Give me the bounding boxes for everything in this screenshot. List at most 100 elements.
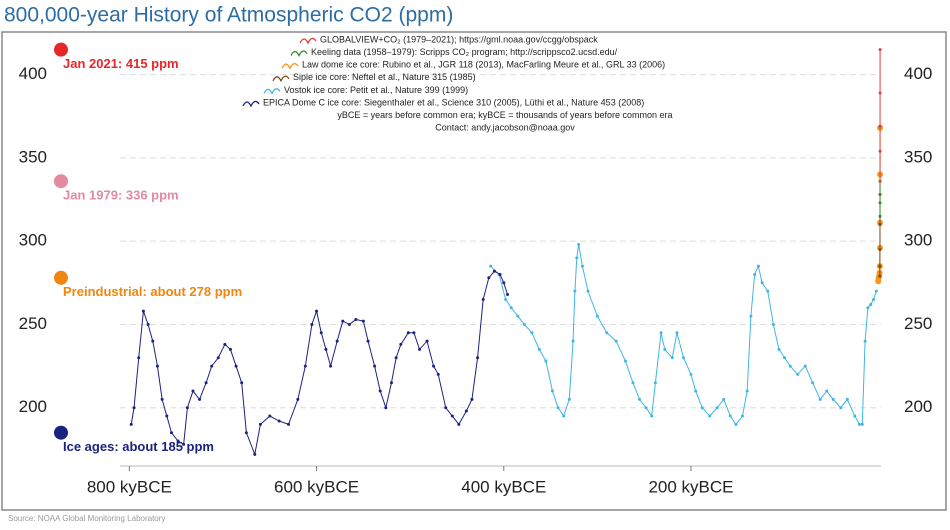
annotation-marker: [54, 425, 68, 440]
legend-label: GLOBALVIEW+CO₂ (1979–2021); https://gml.…: [320, 34, 598, 44]
legend-icon: [290, 50, 308, 58]
data-point: [753, 272, 757, 276]
series-line: [490, 244, 877, 426]
data-point: [650, 414, 654, 418]
data-point: [631, 381, 635, 385]
data-point: [537, 347, 541, 351]
data-point: [492, 269, 496, 273]
x-tick-label: 200 kyBCE: [648, 477, 733, 496]
data-point: [204, 381, 208, 385]
data-point: [756, 264, 760, 268]
annotation-label: Preindustrial: about 278 ppm: [63, 284, 242, 299]
data-point: [771, 322, 775, 326]
data-point: [766, 289, 770, 293]
data-point: [347, 322, 351, 326]
data-point: [614, 339, 618, 343]
data-point: [818, 397, 822, 401]
data-point: [310, 322, 314, 326]
data-point: [556, 406, 560, 410]
data-point: [516, 314, 520, 318]
note: yBCE = years before common era; kyBCE = …: [337, 110, 672, 120]
y-tick-label: 350: [19, 147, 47, 166]
data-point: [394, 356, 398, 360]
data-point: [389, 381, 393, 385]
data-point: [210, 364, 214, 368]
data-point: [185, 406, 189, 410]
data-point: [878, 149, 882, 153]
y-tick-label: 250: [19, 314, 47, 333]
data-point: [857, 422, 861, 426]
data-point: [580, 264, 584, 268]
data-point: [878, 274, 882, 278]
legend-icon: [281, 63, 299, 70]
data-point: [129, 422, 133, 426]
data-point: [689, 372, 693, 376]
data-point: [303, 364, 307, 368]
data-point: [866, 306, 870, 310]
data-point: [498, 272, 502, 276]
data-point: [675, 331, 679, 335]
source: Source: NOAA Global Monitoring Laborator…: [8, 514, 165, 523]
legend-label: Vostok ice core: Petit et al., Nature 39…: [284, 85, 468, 95]
data-point: [878, 179, 882, 183]
x-tick-label: 600 kyBCE: [274, 477, 359, 496]
annotation-label: Jan 1979: 336 ppm: [63, 188, 179, 203]
data-point: [506, 292, 510, 296]
data-point: [571, 339, 575, 343]
data-point: [146, 322, 150, 326]
legend-label: Siple ice core: Neftel et al., Nature 31…: [293, 72, 476, 82]
data-point: [562, 414, 566, 418]
y-tick-label: 400: [19, 64, 47, 83]
data-point: [872, 297, 876, 301]
data-point: [878, 48, 882, 52]
data-point: [878, 264, 882, 268]
data-point: [457, 422, 461, 426]
data-point: [240, 381, 244, 385]
legend-icon: [263, 88, 281, 95]
data-point: [681, 356, 685, 360]
data-point: [406, 331, 410, 335]
data-point: [296, 397, 300, 401]
data-point: [378, 389, 382, 393]
chart-title: 800,000-year History of Atmospheric CO2 …: [4, 4, 453, 27]
data-point: [324, 347, 328, 351]
data-point: [191, 389, 195, 393]
note: Contact: andy.jacobson@noaa.gov: [435, 123, 575, 133]
data-point: [825, 389, 829, 393]
data-point: [845, 397, 849, 401]
data-point: [734, 422, 738, 426]
data-point: [878, 201, 882, 205]
data-point: [384, 406, 388, 410]
data-point: [169, 431, 173, 435]
data-point: [874, 289, 878, 293]
data-point: [244, 431, 248, 435]
data-point: [567, 397, 571, 401]
frame: [1, 31, 947, 511]
data-point: [623, 359, 627, 363]
legend-label: Law dome ice core: Rubino et al., JGR 11…: [302, 60, 665, 70]
data-point: [286, 422, 290, 426]
data-point: [749, 314, 753, 318]
data-point: [863, 339, 867, 343]
data-point: [432, 364, 436, 368]
data-point: [489, 264, 493, 268]
data-point: [425, 339, 429, 343]
data-point: [728, 414, 732, 418]
data-point: [722, 397, 726, 401]
data-point: [329, 364, 333, 368]
data-point: [700, 406, 704, 410]
data-point: [341, 319, 345, 323]
data-point: [522, 322, 526, 326]
data-point: [853, 414, 857, 418]
data-point: [366, 339, 370, 343]
data-point: [869, 302, 873, 306]
data-point: [450, 414, 454, 418]
data-point: [694, 389, 698, 393]
data-point: [811, 381, 815, 385]
annotation-marker: [54, 270, 68, 285]
data-point: [670, 356, 674, 360]
data-point: [234, 364, 238, 368]
legend-label: EPICA Dome C ice core: Siegenthaler et a…: [263, 97, 644, 107]
data-point: [504, 297, 508, 301]
